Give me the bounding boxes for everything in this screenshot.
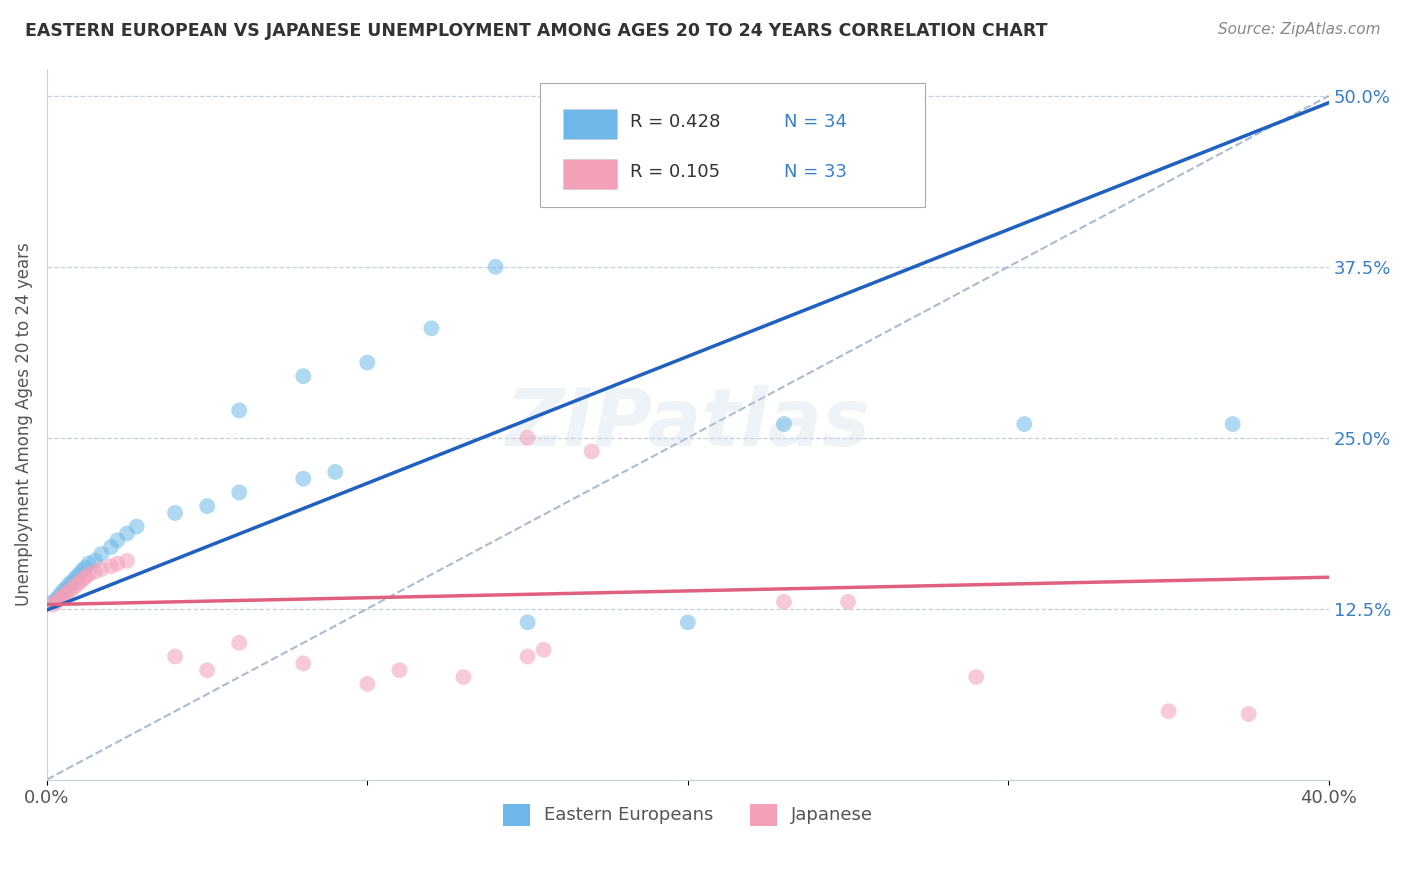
Point bbox=[58, 583, 80, 598]
Point bbox=[1157, 704, 1180, 718]
Point bbox=[581, 444, 603, 458]
Point bbox=[228, 403, 250, 417]
Point bbox=[45, 595, 67, 609]
Point bbox=[90, 562, 112, 576]
Point bbox=[100, 540, 122, 554]
Point bbox=[228, 485, 250, 500]
Point bbox=[55, 587, 77, 601]
Point bbox=[1237, 706, 1260, 721]
Point bbox=[58, 577, 80, 591]
Point bbox=[52, 583, 75, 598]
Point bbox=[67, 575, 90, 590]
Text: ZIPatlas: ZIPatlas bbox=[505, 385, 870, 463]
Point bbox=[115, 554, 138, 568]
Point bbox=[965, 670, 987, 684]
Point bbox=[484, 260, 506, 274]
Point bbox=[773, 417, 796, 431]
Point bbox=[48, 592, 70, 607]
Text: Source: ZipAtlas.com: Source: ZipAtlas.com bbox=[1218, 22, 1381, 37]
Point bbox=[773, 595, 796, 609]
Point bbox=[533, 642, 555, 657]
Point bbox=[453, 670, 475, 684]
Point bbox=[42, 598, 65, 612]
Point bbox=[67, 567, 90, 582]
Text: R = 0.428: R = 0.428 bbox=[630, 113, 720, 131]
Point bbox=[228, 636, 250, 650]
Point bbox=[516, 649, 538, 664]
Point bbox=[356, 355, 378, 369]
Legend: Eastern Europeans, Japanese: Eastern Europeans, Japanese bbox=[494, 795, 882, 835]
Point bbox=[516, 431, 538, 445]
Point bbox=[75, 560, 97, 574]
Point bbox=[292, 472, 315, 486]
Point bbox=[52, 590, 75, 604]
Point bbox=[77, 567, 100, 582]
Point bbox=[62, 574, 84, 589]
Point bbox=[65, 570, 87, 584]
Point bbox=[837, 595, 859, 609]
Point bbox=[48, 588, 70, 602]
Point bbox=[77, 557, 100, 571]
Point bbox=[388, 663, 411, 677]
Point bbox=[55, 581, 77, 595]
Text: R = 0.105: R = 0.105 bbox=[630, 162, 720, 180]
Point bbox=[105, 557, 128, 571]
Point bbox=[105, 533, 128, 548]
Point bbox=[65, 578, 87, 592]
Text: EASTERN EUROPEAN VS JAPANESE UNEMPLOYMENT AMONG AGES 20 TO 24 YEARS CORRELATION : EASTERN EUROPEAN VS JAPANESE UNEMPLOYMEN… bbox=[25, 22, 1047, 40]
Point bbox=[292, 369, 315, 384]
FancyBboxPatch shape bbox=[564, 159, 617, 189]
Point bbox=[90, 547, 112, 561]
Point bbox=[292, 657, 315, 671]
Point bbox=[45, 592, 67, 607]
Point bbox=[1222, 417, 1244, 431]
FancyBboxPatch shape bbox=[540, 83, 925, 207]
Point bbox=[115, 526, 138, 541]
Point bbox=[42, 595, 65, 609]
Point bbox=[84, 565, 107, 579]
Point bbox=[676, 615, 699, 630]
Point bbox=[323, 465, 346, 479]
Point bbox=[84, 554, 107, 568]
Point bbox=[70, 563, 93, 577]
Y-axis label: Unemployment Among Ages 20 to 24 years: Unemployment Among Ages 20 to 24 years bbox=[15, 243, 32, 606]
Point bbox=[356, 677, 378, 691]
Point bbox=[100, 559, 122, 574]
Point bbox=[516, 615, 538, 630]
Text: N = 33: N = 33 bbox=[785, 162, 846, 180]
Text: N = 34: N = 34 bbox=[785, 113, 846, 131]
Point bbox=[1014, 417, 1036, 431]
Point bbox=[75, 570, 97, 584]
Point bbox=[195, 499, 218, 513]
Point bbox=[165, 506, 187, 520]
FancyBboxPatch shape bbox=[564, 109, 617, 139]
Point bbox=[70, 573, 93, 587]
Point bbox=[195, 663, 218, 677]
Point bbox=[62, 581, 84, 595]
Point bbox=[125, 519, 148, 533]
Point bbox=[165, 649, 187, 664]
Point bbox=[420, 321, 443, 335]
